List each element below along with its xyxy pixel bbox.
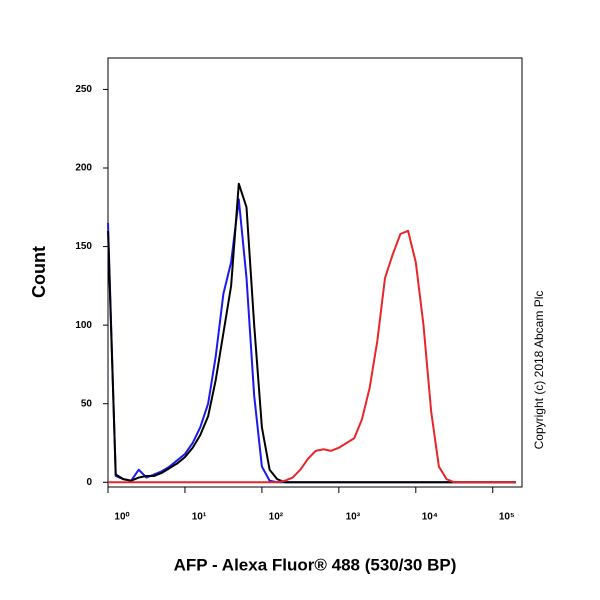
copyright: Copyright (c) 2018 Abcam Plc — [532, 291, 546, 450]
histogram-line — [108, 229, 516, 484]
x-axis-label: AFP - Alexa Fluor® 488 (530/30 BP) — [174, 555, 457, 574]
y-tick-label: 150 — [75, 241, 92, 252]
plot-frame — [107, 57, 523, 488]
y-tick-label: 50 — [81, 398, 93, 409]
y-tick-label: 250 — [75, 84, 92, 95]
x-tick-label: 10² — [269, 512, 284, 523]
y-tick-label: 100 — [75, 320, 92, 331]
histogram-line — [107, 198, 516, 484]
histogram-line — [107, 182, 516, 484]
x-tick-label: 10⁵ — [499, 512, 515, 523]
x-tick-label: 10³ — [346, 512, 361, 523]
x-tick-label: 10¹ — [192, 512, 207, 523]
y-axis-label: Count — [29, 246, 49, 298]
x-tick-label: 10⁴ — [422, 512, 438, 523]
x-tick-label: 10⁰ — [114, 512, 129, 523]
y-tick-label: 0 — [86, 477, 92, 488]
y-tick-label: 200 — [75, 163, 92, 174]
